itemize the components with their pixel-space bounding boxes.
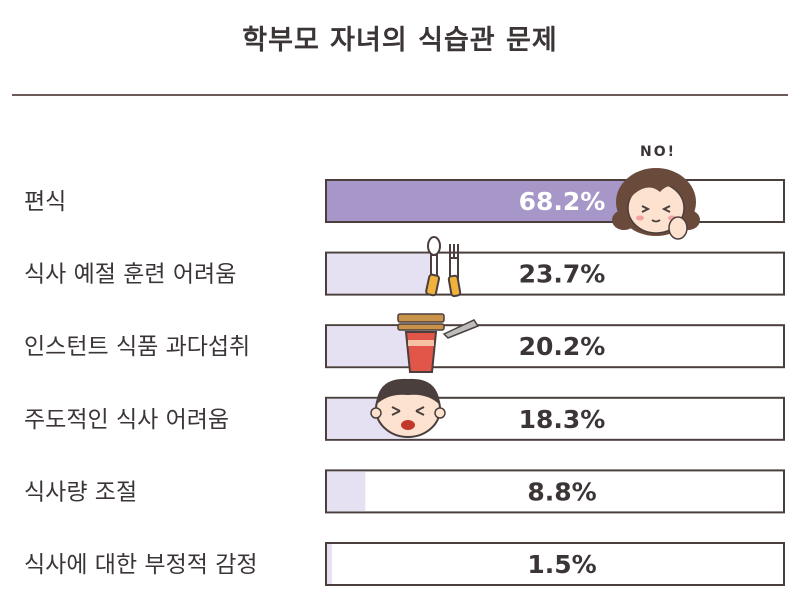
title-divider	[12, 94, 788, 96]
chart-title: 학부모 자녀의 식습관 문제	[242, 25, 558, 56]
category-label: 주도적인 식사 어려움	[24, 407, 229, 433]
bar-track	[325, 469, 785, 514]
category-label: 식사 예절 훈련 어려움	[24, 262, 236, 288]
bar	[327, 326, 418, 367]
no-annotation: NO!	[640, 144, 676, 160]
bar-track	[325, 542, 785, 586]
value-label: 23.7%	[519, 260, 606, 289]
value-label: 68.2%	[519, 187, 606, 216]
bar	[327, 181, 638, 221]
crying-child-icon	[370, 378, 446, 438]
value-label: 1.5%	[527, 550, 596, 579]
category-label: 식사에 대한 부정적 감정	[24, 552, 258, 578]
category-label: 식사량 조절	[24, 479, 137, 505]
bar	[327, 544, 332, 584]
girl-refusing-food-icon: NO!	[612, 144, 700, 240]
value-label: 20.2%	[519, 332, 606, 361]
bar	[327, 253, 434, 294]
bar	[327, 471, 366, 512]
spoon-fork-icon	[425, 236, 462, 298]
value-label: 18.3%	[519, 405, 606, 434]
instant-noodle-cup-icon	[397, 313, 480, 373]
category-label: 편식	[24, 189, 66, 215]
value-label: 8.8%	[527, 477, 596, 506]
category-label: 인스턴트 식품 과다섭취	[24, 334, 250, 360]
